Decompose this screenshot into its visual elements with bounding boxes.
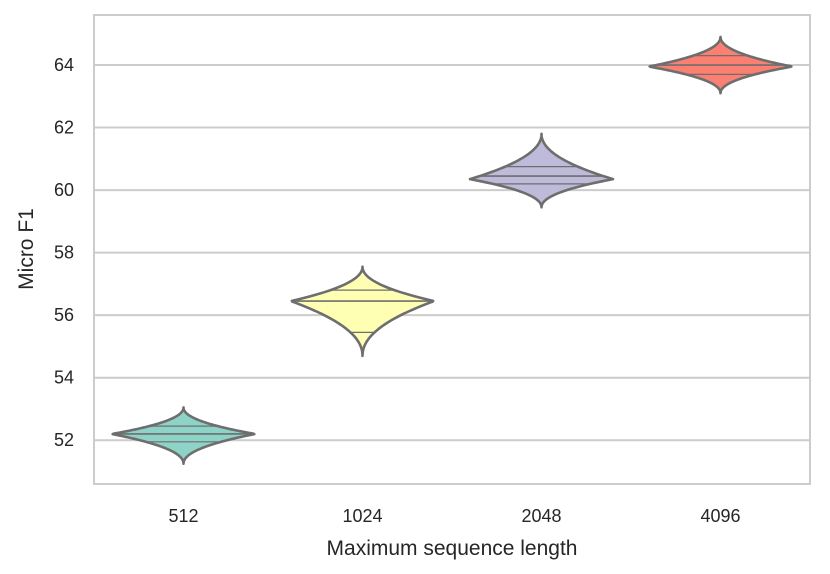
x-tick-label: 4096: [700, 506, 740, 526]
grid-lines: [94, 64, 810, 442]
x-axis-label: Maximum sequence length: [327, 537, 578, 560]
violins: [111, 35, 793, 465]
violin-body: [290, 265, 435, 358]
violin-body: [111, 406, 256, 465]
x-tick-labels: 512 1024 2048 4096: [168, 506, 740, 526]
y-tick-label: 62: [54, 118, 74, 138]
x-tick-label: 1024: [342, 506, 382, 526]
y-tick-label: 58: [54, 243, 74, 263]
y-tick-labels: 52 54 56 58 60 62 64: [54, 55, 74, 450]
y-tick-label: 52: [54, 430, 74, 450]
y-tick-label: 56: [54, 305, 74, 325]
violin-body: [468, 132, 615, 209]
y-axis-label: Micro F1: [15, 208, 38, 290]
violin-512: [111, 406, 256, 465]
x-tick-label: 512: [168, 506, 198, 526]
plot-frame: [93, 14, 811, 485]
violin-2048: [468, 132, 615, 209]
y-tick-label: 64: [54, 55, 74, 75]
violin-1024: [290, 265, 435, 358]
x-tick-label: 2048: [521, 506, 561, 526]
y-tick-label: 60: [54, 180, 74, 200]
y-tick-label: 54: [54, 368, 74, 388]
violin-4096: [648, 35, 793, 95]
